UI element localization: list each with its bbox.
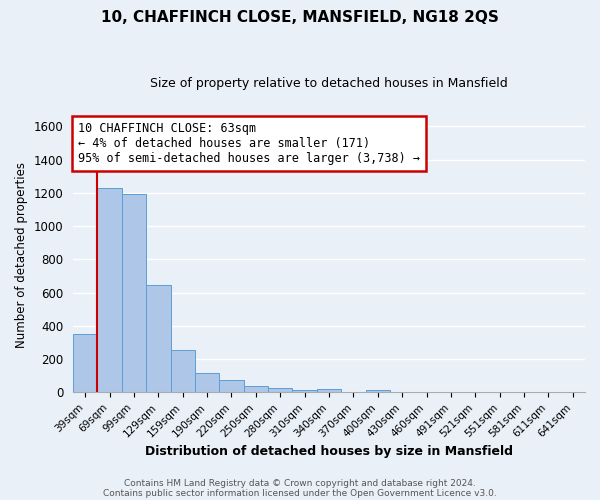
Text: Contains public sector information licensed under the Open Government Licence v3: Contains public sector information licen…: [103, 488, 497, 498]
Bar: [317, 389, 341, 392]
Title: Size of property relative to detached houses in Mansfield: Size of property relative to detached ho…: [150, 78, 508, 90]
Bar: [73, 334, 97, 392]
Bar: [268, 388, 292, 392]
Bar: [244, 386, 268, 392]
Text: 10 CHAFFINCH CLOSE: 63sqm
← 4% of detached houses are smaller (171)
95% of semi-: 10 CHAFFINCH CLOSE: 63sqm ← 4% of detach…: [78, 122, 420, 165]
Bar: [365, 390, 390, 392]
X-axis label: Distribution of detached houses by size in Mansfield: Distribution of detached houses by size …: [145, 444, 513, 458]
Text: Contains HM Land Registry data © Crown copyright and database right 2024.: Contains HM Land Registry data © Crown c…: [124, 478, 476, 488]
Y-axis label: Number of detached properties: Number of detached properties: [15, 162, 28, 348]
Bar: [292, 390, 317, 392]
Bar: [122, 194, 146, 392]
Text: 10, CHAFFINCH CLOSE, MANSFIELD, NG18 2QS: 10, CHAFFINCH CLOSE, MANSFIELD, NG18 2QS: [101, 10, 499, 25]
Bar: [220, 380, 244, 392]
Bar: [195, 373, 220, 392]
Bar: [146, 285, 170, 393]
Bar: [170, 350, 195, 393]
Bar: [97, 188, 122, 392]
